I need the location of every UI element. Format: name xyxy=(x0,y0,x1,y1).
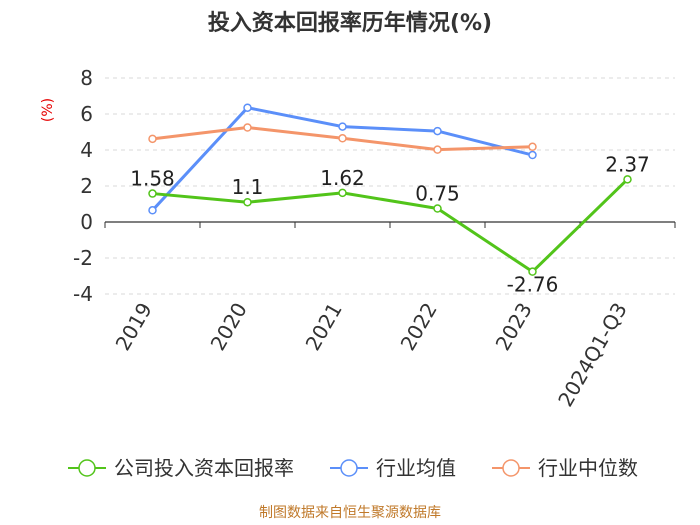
x-tick-label: 2022 xyxy=(396,299,442,355)
data-point xyxy=(148,206,157,215)
x-tick-label: 2024Q1-Q3 xyxy=(553,299,632,411)
legend: 公司投入资本回报率 行业均值 行业中位数 xyxy=(68,456,638,480)
data-point xyxy=(148,134,157,144)
y-tick-label: 6 xyxy=(80,102,93,126)
series-layer xyxy=(148,103,632,276)
legend-marker xyxy=(502,459,520,477)
data-point xyxy=(243,197,252,207)
data-point xyxy=(243,123,252,132)
data-point xyxy=(528,142,537,152)
source-note: 制图数据来自恒生聚源数据库 xyxy=(259,505,441,521)
y-tick-label: 0 xyxy=(80,210,93,234)
data-point xyxy=(338,188,347,198)
legend-marker xyxy=(340,459,358,477)
data-label: 2.37 xyxy=(605,152,650,176)
x-tick-label: 2021 xyxy=(301,299,347,355)
legend-label: 行业均值 xyxy=(376,456,456,480)
legend-marker xyxy=(78,459,96,477)
data-label: -2.76 xyxy=(507,273,559,297)
data-point xyxy=(528,267,537,276)
y-tick-label: 2 xyxy=(80,174,93,198)
data-point xyxy=(148,189,157,198)
x-tick-label: 2019 xyxy=(111,299,157,355)
y-axis-unit: (%) xyxy=(40,98,56,122)
data-point xyxy=(338,122,347,131)
data-point xyxy=(433,145,442,154)
y-tick-label: 4 xyxy=(80,138,93,162)
data-label: 1.1 xyxy=(232,175,264,199)
data-point xyxy=(338,134,347,143)
axes: 8 6 4 2 0 -2 -4 2019 2020 2021 2022 2023 2024Q1-Q3 xyxy=(73,66,676,411)
data-point xyxy=(433,126,442,136)
x-tick-label: 2020 xyxy=(206,299,252,355)
x-tick-label: 2023 xyxy=(491,299,537,355)
data-labels: 1.58 1.1 1.62 0.75 -2.76 2.37 xyxy=(130,152,650,296)
data-point xyxy=(528,150,537,160)
chart-title: 投入资本回报率历年情况(%) xyxy=(208,10,492,36)
y-tick-label: -4 xyxy=(73,282,93,306)
data-point xyxy=(433,204,442,213)
legend-label: 公司投入资本回报率 xyxy=(114,456,294,480)
series-line xyxy=(152,178,629,274)
data-label: 1.62 xyxy=(320,166,365,190)
y-tick-label: -2 xyxy=(73,246,93,270)
legend-label: 行业中位数 xyxy=(538,456,638,480)
data-label: 0.75 xyxy=(415,182,460,206)
data-label: 1.58 xyxy=(130,167,175,191)
gridlines xyxy=(105,77,675,295)
y-tick-label: 8 xyxy=(80,66,93,90)
data-point xyxy=(243,103,252,112)
data-point xyxy=(623,175,632,184)
